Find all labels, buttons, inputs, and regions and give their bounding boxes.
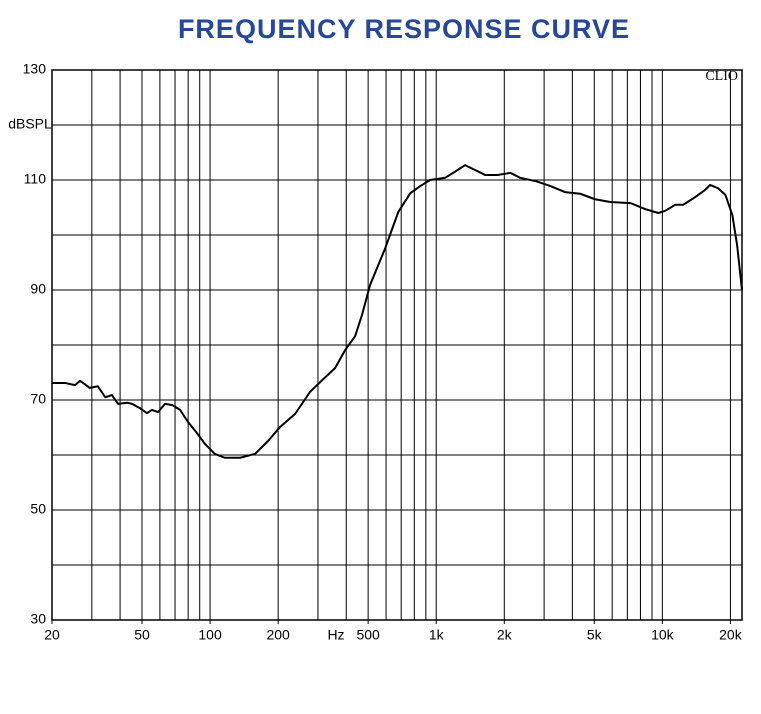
plot-frame bbox=[51, 69, 743, 621]
x-tick-label: 100 bbox=[198, 627, 222, 643]
x-tick-label: 200 bbox=[266, 627, 290, 643]
y-tick-label: 50 bbox=[30, 501, 46, 517]
x-tick-label: 20 bbox=[44, 627, 60, 643]
y-tick-label: 30 bbox=[30, 611, 46, 627]
x-tick-label: 5k bbox=[587, 627, 603, 643]
x-tick-label: 500 bbox=[356, 627, 380, 643]
annotation: CLIO bbox=[705, 69, 738, 84]
y-tick-label: 130 bbox=[23, 61, 47, 77]
x-tick-label: 1k bbox=[429, 627, 445, 643]
x-axis-label: Hz bbox=[327, 627, 344, 643]
response-curve bbox=[52, 164, 743, 459]
x-tick-label: 10k bbox=[651, 627, 675, 643]
chart-title: FREQUENCY RESPONSE CURVE bbox=[178, 14, 630, 44]
y-tick-label: 110 bbox=[24, 171, 47, 187]
y-tick-label: 90 bbox=[30, 281, 46, 297]
y-axis-label: dBSPL bbox=[8, 116, 52, 132]
x-tick-label: 2k bbox=[497, 627, 513, 643]
y-tick-label: 70 bbox=[30, 391, 46, 407]
x-tick-label: 20k bbox=[719, 627, 743, 643]
x-tick-label: 50 bbox=[134, 627, 150, 643]
